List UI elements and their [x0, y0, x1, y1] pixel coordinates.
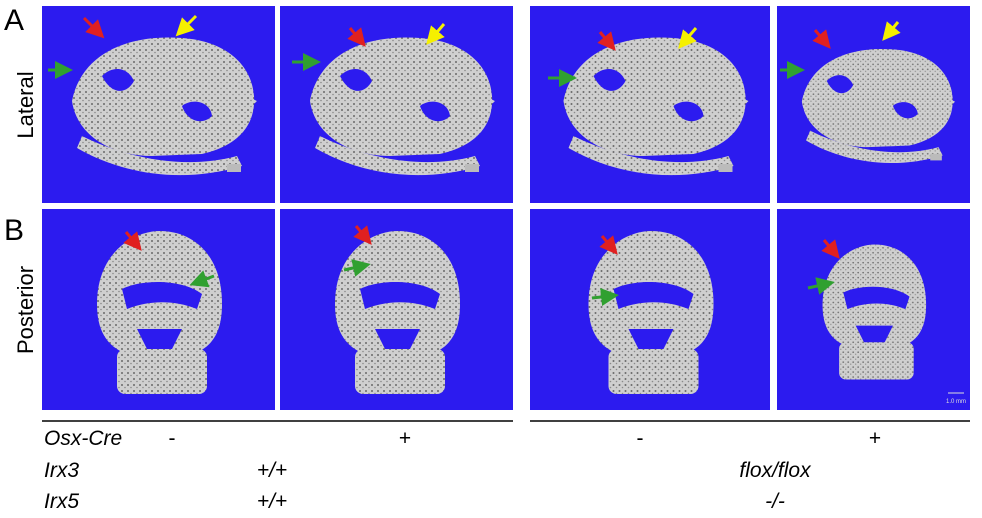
genotype-value: + [399, 427, 411, 450]
gene-label: Osx-Cre [44, 427, 122, 450]
genotype-value: +/+ [257, 459, 287, 482]
row-label: Lateral [13, 71, 38, 138]
genotype-value: - [637, 427, 644, 450]
gene-label: Irx3 [44, 459, 79, 482]
panel-letter: B [4, 214, 24, 247]
panel-letter: A [4, 4, 24, 37]
genotype-value: +/+ [257, 490, 287, 513]
genotype-value: flox/flox [739, 459, 812, 482]
genotype-value: -/- [765, 490, 785, 513]
figure: 1.0 mm A B Lateral Posterior Osx-Cre - +… [0, 0, 982, 518]
genotype-value: - [169, 427, 176, 450]
arrow [592, 296, 610, 298]
gene-label: Irx5 [44, 490, 79, 513]
genotype-value: + [869, 427, 881, 450]
scale-bar-label: 1.0 mm [946, 399, 966, 405]
row-label: Posterior [13, 266, 38, 354]
